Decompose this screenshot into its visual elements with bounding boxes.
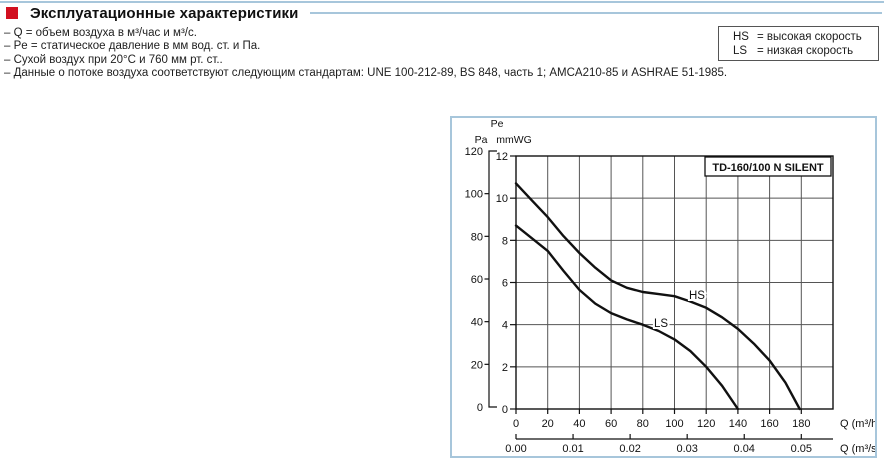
secondary-x-axis-label: Q (m³/s) [840, 443, 875, 455]
speed-legend-box: HS = высокая скорость LS = низкая скорос… [718, 26, 879, 61]
mmwg-axis-tick-label: 8 [502, 235, 508, 247]
mmwg-axis-tick-label: 6 [502, 278, 508, 290]
mmwg-axis-tick-label: 2 [502, 362, 508, 374]
pa-unit-label: Pa [475, 134, 488, 146]
pa-axis-tick-label: 60 [471, 274, 483, 286]
pa-axis-tick-label: 100 [465, 189, 483, 201]
mmwg-unit-label: mmWG [496, 134, 532, 146]
secondary-x-axis-tick-label: 0.05 [791, 443, 812, 455]
pa-axis-line [488, 150, 497, 408]
note-line: – Данные о потоке воздуха соответствуют … [4, 66, 728, 79]
legend-desc-hs: = высокая скорость [757, 31, 862, 43]
curve-ls [514, 224, 740, 411]
legend-line-hs: HS = высокая скорость [733, 30, 878, 44]
x-axis-tick-label: 20 [542, 418, 554, 430]
x-axis-tick-label: 100 [665, 418, 683, 430]
chart-title-box [704, 156, 832, 177]
pa-axis-tick-label: 20 [471, 359, 483, 371]
mmwg-axis-tick-label: 12 [496, 151, 508, 163]
mmwg-axis-tick-label: 0 [502, 404, 508, 416]
legend-desc-ls: = низкая скорость [757, 45, 854, 57]
x-axis-tick-label: 160 [760, 418, 778, 430]
mmwg-axis-tick-label: 4 [502, 320, 508, 332]
mmwg-axis-tick-label: 10 [496, 193, 508, 205]
legend-line-ls: LS = низкая скорость [733, 44, 878, 58]
pa-axis-tick-label: 0 [477, 402, 483, 414]
curve-label-hs: HS [689, 290, 705, 302]
curve-label-ls: LS [654, 318, 668, 330]
curve-hs [514, 182, 801, 411]
pressure-symbol-label: Pe [491, 118, 504, 130]
x-axis-label: Q (m³/h) [840, 418, 875, 430]
note-line: – Pe = статическое давление в мм вод. ст… [4, 40, 261, 53]
chart-title: TD-160/100 N SILENT [712, 162, 824, 174]
secondary-x-axis-tick-label: 0.02 [619, 443, 640, 455]
secondary-x-axis-tick-label: 0.01 [562, 443, 583, 455]
notes-list: – Q = объем воздуха в м³/час и м³/с. – P… [4, 27, 727, 80]
pa-axis-tick-label: 80 [471, 231, 483, 243]
secondary-x-axis-tick-label: 0.03 [676, 443, 697, 455]
section-title: Эксплуатационные характеристики [30, 4, 299, 22]
x-axis-tick-label: 0 [513, 418, 519, 430]
red-square-bullet-icon [6, 7, 18, 19]
legend-code-ls: LS [733, 45, 748, 57]
secondary-x-axis-tick-label: 0.00 [505, 443, 526, 455]
x-axis-tick-label: 80 [637, 418, 649, 430]
note-line: – Сухой воздух при 20°C и 760 мм рт. ст.… [4, 53, 223, 66]
page-top-border [0, 1, 884, 3]
secondary-x-axis-tick-label: 0.04 [734, 443, 755, 455]
x-axis-tick-label: 140 [729, 418, 747, 430]
pa-axis-tick-label: 120 [465, 146, 483, 158]
section-header: Эксплуатационные характеристики [0, 2, 882, 24]
legend-code-hs: HS [733, 31, 749, 43]
x-axis-tick-label: 40 [573, 418, 585, 430]
pa-axis-tick-label: 40 [471, 317, 483, 329]
header-rule [310, 12, 882, 14]
x-axis-tick-label: 60 [605, 418, 617, 430]
x-axis-tick-label: 120 [697, 418, 715, 430]
note-line: – Q = объем воздуха в м³/час и м³/с. [4, 27, 197, 39]
x-axis-tick-label: 180 [792, 418, 810, 430]
